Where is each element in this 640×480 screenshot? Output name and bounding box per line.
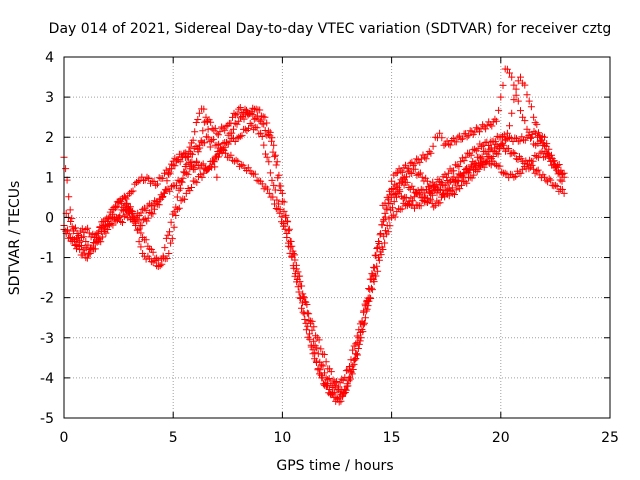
x-tick-label: 5: [169, 430, 178, 446]
y-tick-label: 4: [45, 50, 54, 66]
y-tick-label: -4: [40, 371, 54, 387]
x-tick-label: 0: [60, 430, 69, 446]
y-tick-label: 0: [45, 210, 54, 226]
chart-title: Day 014 of 2021, Sidereal Day-to-day VTE…: [49, 21, 612, 37]
x-tick-label: 15: [383, 430, 401, 446]
y-tick-label: 3: [45, 90, 54, 106]
x-tick-label: 20: [492, 430, 510, 446]
y-tick-label: -2: [40, 291, 54, 307]
x-tick-label: 10: [273, 430, 291, 446]
x-axis-ticks: 0 5 10 15 20 25: [60, 57, 619, 446]
y-tick-label: 2: [45, 130, 54, 146]
y-tick-label: 1: [45, 170, 54, 186]
series-trace-5: [121, 65, 553, 270]
y-axis-label: SDTVAR / TECUs: [7, 181, 23, 296]
series-points: [121, 65, 553, 270]
x-axis-label: GPS time / hours: [276, 458, 393, 474]
y-tick-label: -5: [40, 411, 54, 427]
plot-frame: [63, 56, 611, 419]
x-tick-label: 25: [601, 430, 619, 446]
y-tick-label: -3: [40, 331, 54, 347]
grid-lines: [64, 57, 610, 418]
y-tick-label: -1: [40, 251, 54, 267]
y-axis-ticks: -5 -4 -3 -2 -1 0 1 2 3 4: [40, 50, 610, 427]
